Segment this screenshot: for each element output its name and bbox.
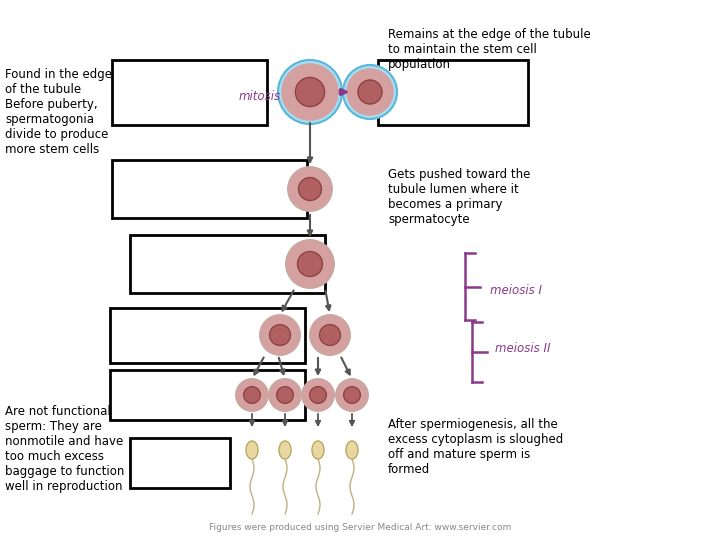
Circle shape	[310, 315, 350, 355]
Circle shape	[347, 69, 393, 115]
Bar	[130, 438, 230, 488]
Circle shape	[278, 60, 342, 124]
Circle shape	[295, 77, 325, 106]
Circle shape	[310, 387, 326, 403]
Bar	[112, 160, 307, 218]
Ellipse shape	[346, 441, 358, 459]
Circle shape	[302, 379, 334, 411]
Ellipse shape	[312, 441, 324, 459]
Bar	[130, 235, 325, 293]
Circle shape	[299, 178, 321, 200]
Circle shape	[358, 80, 382, 104]
Ellipse shape	[279, 441, 291, 459]
Circle shape	[236, 379, 268, 411]
Bar	[110, 370, 305, 420]
Text: meiosis II: meiosis II	[495, 341, 551, 354]
Circle shape	[343, 65, 397, 119]
Circle shape	[343, 387, 360, 403]
Circle shape	[288, 167, 332, 211]
Circle shape	[282, 64, 338, 120]
Circle shape	[336, 379, 368, 411]
Ellipse shape	[246, 441, 258, 459]
Bar	[378, 60, 528, 125]
Text: Found in the edge
of the tubule
Before puberty,
spermatogonia
divide to produce
: Found in the edge of the tubule Before p…	[5, 68, 112, 156]
Text: meiosis I: meiosis I	[490, 284, 542, 296]
Text: Remains at the edge of the tubule
to maintain the stem cell
population: Remains at the edge of the tubule to mai…	[388, 28, 590, 71]
Circle shape	[269, 379, 301, 411]
Bar	[112, 60, 267, 125]
Text: Gets pushed toward the
tubule lumen where it
becomes a primary
spermatocyte: Gets pushed toward the tubule lumen wher…	[388, 168, 531, 226]
Circle shape	[260, 315, 300, 355]
Circle shape	[243, 387, 261, 403]
Circle shape	[269, 325, 290, 346]
Circle shape	[286, 240, 334, 288]
Circle shape	[276, 387, 293, 403]
Text: Figures were produced using Servier Medical Art: www.servier.com: Figures were produced using Servier Medi…	[209, 523, 511, 532]
Bar	[110, 308, 305, 363]
Text: Are not functional
sperm: They are
nonmotile and have
too much excess
baggage to: Are not functional sperm: They are nonmo…	[5, 405, 125, 493]
Circle shape	[297, 252, 323, 276]
Text: After spermiogenesis, all the
excess cytoplasm is sloughed
off and mature sperm : After spermiogenesis, all the excess cyt…	[388, 418, 563, 476]
Circle shape	[320, 325, 341, 346]
Text: mitosis: mitosis	[239, 91, 281, 104]
